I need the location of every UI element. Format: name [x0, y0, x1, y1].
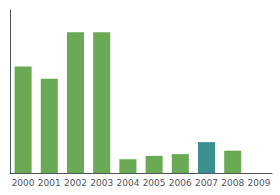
svg-text:2000: 2000	[12, 178, 35, 188]
svg-text:2003: 2003	[90, 178, 113, 188]
svg-text:2002: 2002	[64, 178, 87, 188]
svg-text:2009: 2009	[247, 178, 270, 188]
svg-text:2005: 2005	[143, 178, 166, 188]
svg-text:2001: 2001	[38, 178, 61, 188]
svg-text:2004: 2004	[116, 178, 139, 188]
svg-text:2006: 2006	[169, 178, 192, 188]
svg-text:2007: 2007	[195, 178, 218, 188]
svg-text:2008: 2008	[221, 178, 244, 188]
